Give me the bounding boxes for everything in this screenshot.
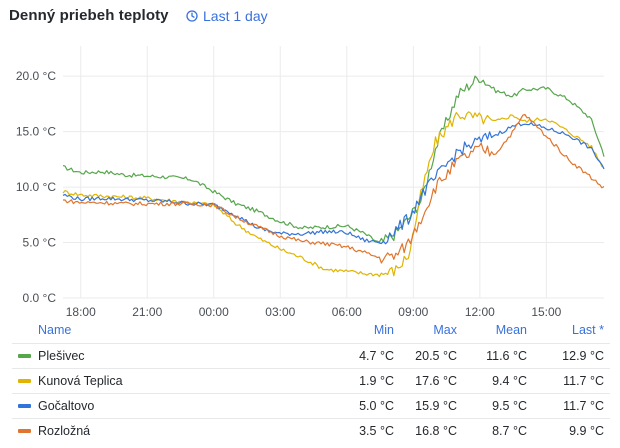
y-tick-label: 5.0 °C	[23, 236, 57, 250]
series-color-swatch[interactable]	[18, 354, 31, 358]
y-tick-label: 20.0 °C	[16, 69, 56, 83]
legend-last-value: 9.9 °C	[569, 424, 604, 438]
legend-header-name[interactable]: Name	[38, 323, 72, 337]
legend-last-value: 11.7 °C	[563, 374, 604, 388]
series-color-swatch[interactable]	[18, 379, 31, 383]
x-tick-label: 09:00	[398, 305, 428, 319]
x-tick-label: 00:00	[199, 305, 229, 319]
clock-icon	[186, 10, 198, 22]
legend-mean-value: 9.4 °C	[492, 374, 527, 388]
x-tick-label: 03:00	[265, 305, 295, 319]
y-axis: 0.0 °C 5.0 °C 10.0 °C 15.0 °C 20.0 °C	[16, 69, 56, 305]
legend-series-name[interactable]: Gočaltovo	[38, 399, 95, 413]
x-tick-label: 18:00	[66, 305, 96, 319]
legend-mean-value: 11.6 °C	[486, 349, 527, 363]
y-tick-label: 15.0 °C	[16, 125, 56, 139]
chart-series	[62, 75, 605, 278]
series-color-swatch[interactable]	[18, 429, 31, 433]
legend-row-kunova-teplica[interactable]: Kunová Teplica 1.9 °C 17.6 °C 9.4 °C 11.…	[12, 368, 610, 393]
legend-series-name[interactable]: Plešivec	[38, 349, 85, 363]
y-tick-label: 0.0 °C	[23, 291, 57, 305]
legend-row-gocaltovo[interactable]: Gočaltovo 5.0 °C 15.9 °C 9.5 °C 11.7 °C	[12, 393, 610, 418]
legend-series-name[interactable]: Kunová Teplica	[38, 374, 123, 388]
y-tick-label: 10.0 °C	[16, 180, 56, 194]
legend-header-mean[interactable]: Mean	[495, 323, 527, 337]
legend-header-max[interactable]: Max	[433, 323, 457, 337]
legend-max-value: 17.6 °C	[415, 374, 457, 388]
legend-row-plesivec[interactable]: Plešivec 4.7 °C 20.5 °C 11.6 °C 12.9 °C	[12, 343, 610, 368]
legend-mean-value: 9.5 °C	[492, 399, 527, 413]
legend-max-value: 16.8 °C	[415, 424, 457, 438]
legend-header: Name Min Max Mean Last *	[12, 321, 610, 343]
legend-table: Name Min Max Mean Last * Plešivec 4.7 °C…	[12, 321, 610, 443]
legend-min-value: 3.5 °C	[359, 424, 394, 438]
legend-series-name[interactable]: Rozložná	[38, 424, 91, 438]
x-tick-label: 06:00	[332, 305, 362, 319]
legend-header-last[interactable]: Last *	[572, 323, 604, 337]
series-line[interactable]	[62, 111, 605, 278]
legend-min-value: 1.9 °C	[359, 374, 394, 388]
legend-last-value: 11.7 °C	[563, 399, 604, 413]
legend-min-value: 5.0 °C	[359, 399, 394, 413]
series-color-swatch[interactable]	[18, 404, 31, 408]
legend-row-rozlozna[interactable]: Rozložná 3.5 °C 16.8 °C 8.7 °C 9.9 °C	[12, 418, 610, 443]
series-line[interactable]	[63, 113, 605, 264]
time-range-button[interactable]: Last 1 day	[186, 8, 268, 24]
legend-max-value: 20.5 °C	[415, 349, 457, 363]
panel-title[interactable]: Denný priebeh teploty	[9, 7, 169, 24]
time-range-label: Last 1 day	[203, 8, 268, 24]
x-tick-label: 15:00	[531, 305, 561, 319]
legend-max-value: 15.9 °C	[415, 399, 457, 413]
chart-grid	[63, 46, 604, 299]
x-tick-label: 12:00	[465, 305, 495, 319]
legend-header-min[interactable]: Min	[373, 323, 394, 337]
x-tick-label: 21:00	[132, 305, 162, 319]
x-axis: 18:00 21:00 00:00 03:00 06:00 09:00 12:00 15:00	[66, 305, 562, 319]
series-line[interactable]	[62, 122, 605, 245]
legend-last-value: 12.9 °C	[562, 349, 604, 363]
series-line[interactable]	[62, 75, 605, 243]
temperature-chart: 0.0 °C 5.0 °C 10.0 °C 15.0 °C 20.0 °C 18:00 2…	[16, 46, 605, 319]
legend-min-value: 4.7 °C	[359, 349, 394, 363]
legend-mean-value: 8.7 °C	[492, 424, 527, 438]
